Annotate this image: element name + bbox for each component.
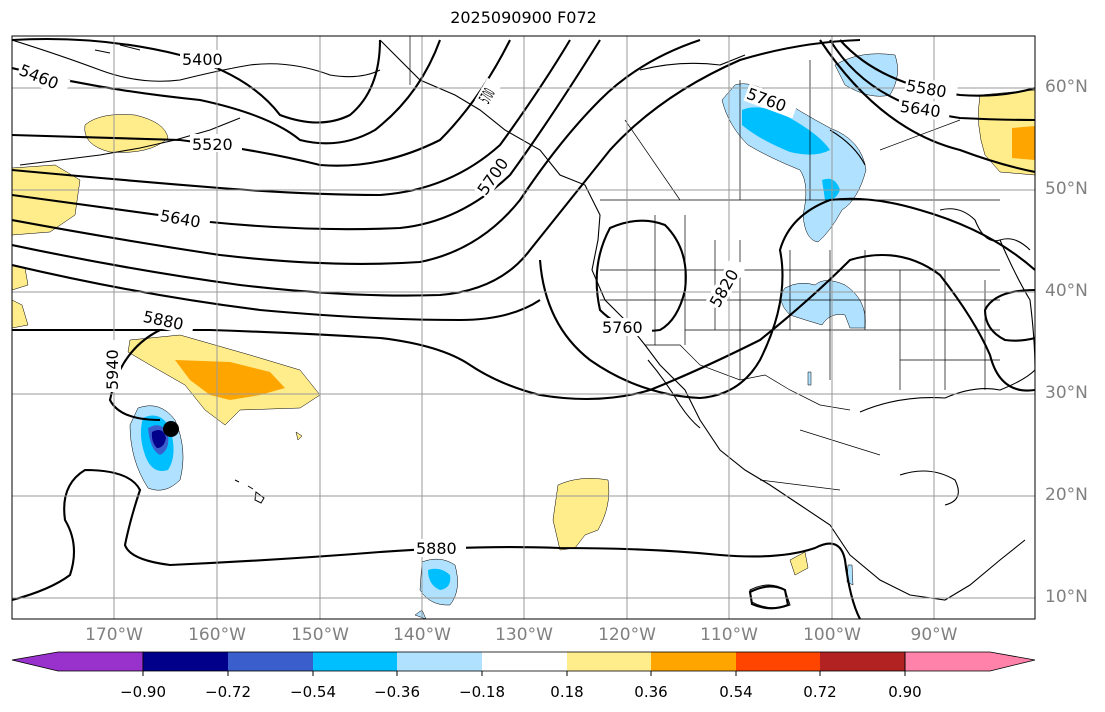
colorbar-bin	[482, 652, 567, 671]
contour-5880-south	[12, 468, 861, 619]
colorbar-under-arrow	[11, 651, 144, 672]
colorbar-tick-label: −0.54	[290, 683, 336, 701]
contour-5940	[108, 329, 161, 422]
contour-label: 5760	[602, 318, 643, 337]
contour-5880-main	[12, 254, 1035, 401]
alaska-coast	[12, 39, 381, 82]
colorbar-bin	[397, 652, 482, 671]
colorbar-tick-label: −0.90	[120, 683, 166, 701]
colorbar-tick-label: 0.54	[719, 683, 753, 701]
colorbar-tick-label: −0.36	[374, 683, 420, 701]
colorbar-tick-label: 0.18	[550, 683, 584, 701]
graticule	[12, 36, 1035, 619]
lat-label: 60°N	[1045, 77, 1088, 97]
lon-label: 170°W	[85, 625, 143, 645]
colorbar-tick-label: −0.18	[459, 683, 505, 701]
positive-anomaly-area	[552, 478, 610, 551]
negative-anomaly-area	[428, 568, 451, 590]
contour-5880-small	[748, 585, 790, 610]
islands	[94, 44, 791, 609]
colorbar-tick-label: −0.72	[205, 683, 251, 701]
contour-5820	[12, 263, 541, 322]
contour-5640	[12, 39, 601, 231]
positive-anomaly-area	[295, 431, 303, 441]
lon-label: 130°W	[495, 625, 553, 645]
negative-anomaly-area	[151, 430, 166, 448]
negative-anomaly-area	[742, 107, 830, 155]
contour-5760-ridge	[595, 219, 687, 332]
positive-anomaly-area	[12, 299, 29, 329]
colorbar-tick-label: 0.36	[634, 683, 668, 701]
great-lakes	[939, 208, 1031, 251]
lon-label: 150°W	[291, 625, 349, 645]
negative-anomaly-area	[807, 371, 812, 386]
lat-label: 40°N	[1045, 281, 1088, 301]
lat-label: 10°N	[1045, 587, 1088, 607]
height-contours	[12, 37, 1035, 619]
colorbar-tick-label: 0.90	[888, 683, 922, 701]
yucatan	[899, 470, 959, 506]
plot-frame	[11, 35, 1036, 620]
canada-northern-coast	[639, 54, 746, 71]
gulf-of-mexico-coast	[859, 369, 1035, 413]
contour-label: 5640	[159, 206, 202, 232]
contour-5700	[12, 39, 701, 265]
contour-label: 5820	[706, 266, 743, 311]
colorbar-bin	[651, 652, 736, 671]
lon-label: 120°W	[598, 625, 656, 645]
lon-label: 110°W	[700, 625, 758, 645]
colorbar-bin	[736, 652, 820, 671]
atlantic-coast	[999, 239, 1035, 371]
contour-5820-south	[538, 197, 1035, 400]
colorbar-bin	[820, 652, 905, 671]
baja-california	[647, 359, 701, 429]
hudson-bay	[829, 129, 866, 166]
colorbar-bin	[228, 652, 313, 671]
lon-label: 160°W	[188, 625, 246, 645]
positive-anomaly-area	[1012, 126, 1035, 160]
map-title: 2025090900 F072	[450, 8, 597, 27]
negative-anomaly-area	[780, 280, 866, 329]
positive-anomaly-area	[789, 551, 809, 576]
contour-5400	[12, 37, 382, 124]
colorbar	[11, 651, 1036, 676]
lon-label: 100°W	[803, 625, 861, 645]
contour-label: 5400	[182, 50, 223, 69]
colorbar-bin	[567, 652, 651, 671]
positive-anomaly-core	[175, 360, 285, 400]
contour-label: 5940	[103, 349, 122, 390]
lat-label: 50°N	[1045, 179, 1088, 199]
colorbar-over-arrow	[904, 651, 1036, 672]
contour-5700-ne	[819, 39, 1035, 174]
lon-label: 140°W	[393, 625, 451, 645]
location-marker	[163, 421, 179, 437]
lat-label: 30°N	[1045, 383, 1088, 403]
contour-5760	[12, 38, 861, 297]
colorbar-bin	[143, 652, 228, 671]
positive-anomaly-area	[84, 114, 169, 153]
negative-anomaly-area	[414, 609, 427, 619]
contour-5520	[12, 39, 511, 167]
contour-label: 5880	[416, 539, 457, 558]
aleutian-chain	[19, 117, 241, 166]
colorbar-bin	[313, 652, 397, 671]
hawaii-islands	[234, 479, 265, 504]
lat-label: 20°N	[1045, 485, 1088, 505]
contour-5580	[12, 39, 571, 197]
contour-5880-east	[983, 288, 1035, 342]
political-boundaries	[409, 36, 1000, 491]
north-america-west-coast	[379, 39, 1026, 601]
colorbar-tick-label: 0.72	[803, 683, 837, 701]
us-mexico-border	[645, 344, 851, 411]
lon-label: 90°W	[910, 625, 958, 645]
contour-label: 5640	[899, 97, 942, 121]
contour-label: 5520	[192, 135, 233, 154]
